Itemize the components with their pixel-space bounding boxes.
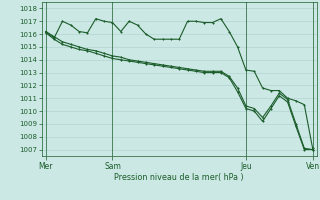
X-axis label: Pression niveau de la mer( hPa ): Pression niveau de la mer( hPa ) <box>114 173 244 182</box>
